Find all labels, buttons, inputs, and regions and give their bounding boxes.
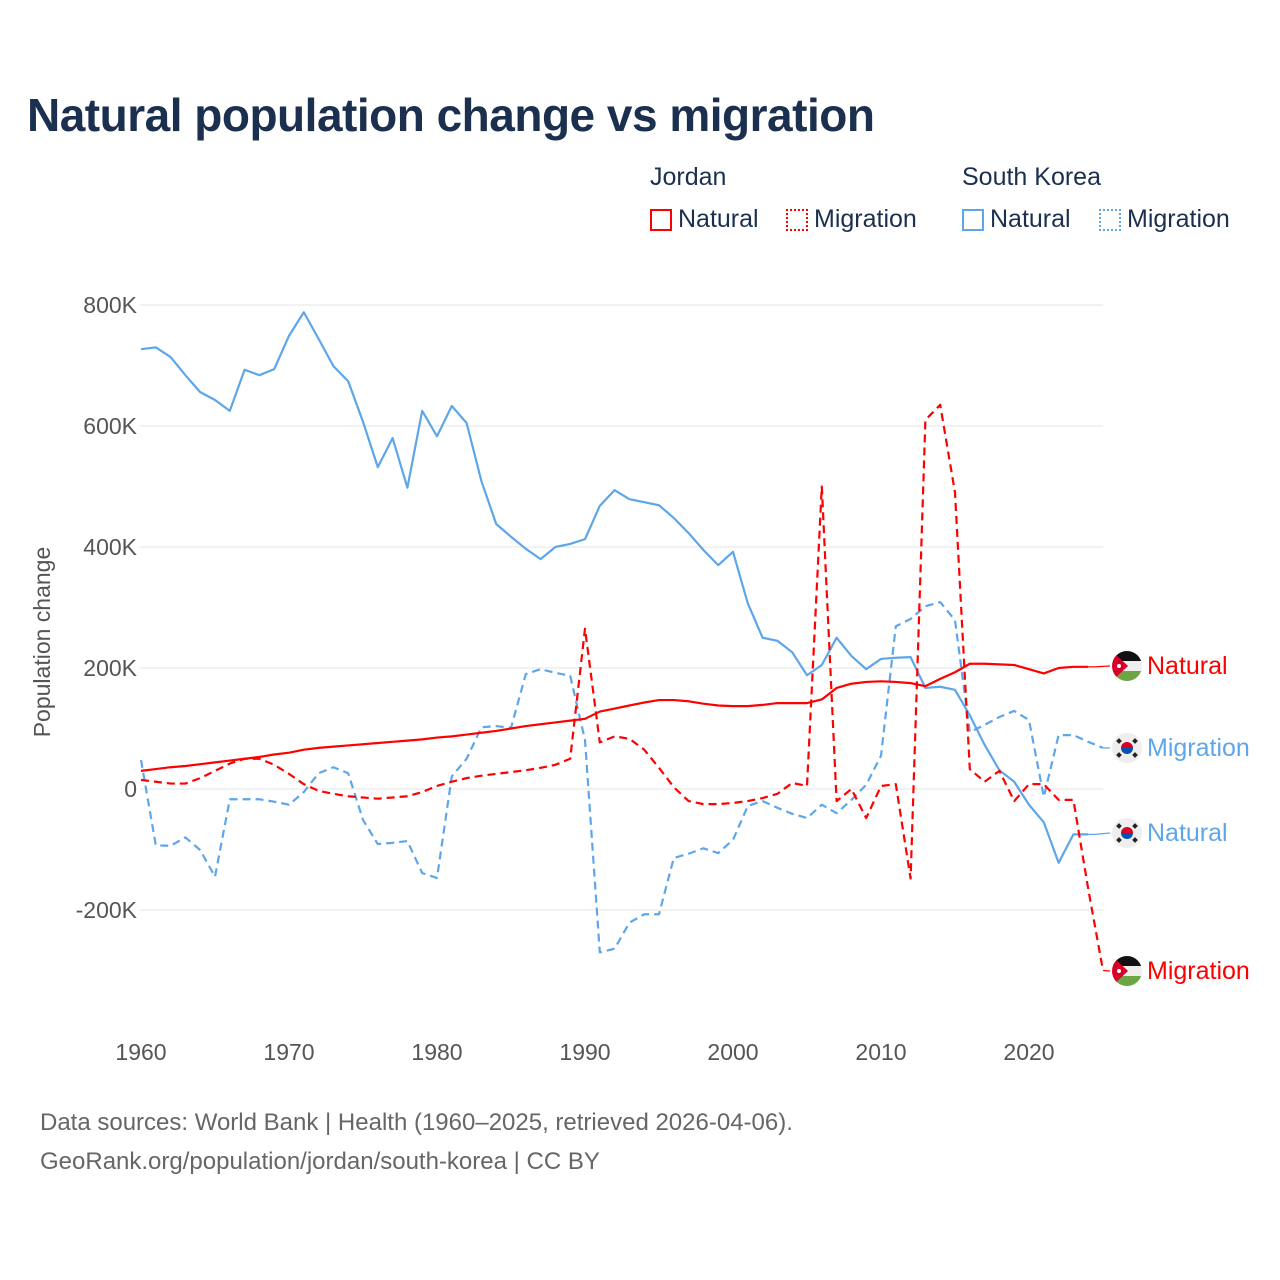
legend-label: Natural [990, 205, 1071, 233]
solid-swatch-icon [962, 208, 984, 231]
y-tick-label: -200K [76, 897, 138, 923]
jordan-flag-icon [1112, 651, 1142, 681]
series-line-jordan-migration [140, 403, 1105, 971]
y-axis-label: Population change [29, 547, 55, 738]
end-label-connector [1088, 832, 1111, 835]
x-tick-label: 1970 [263, 1039, 314, 1065]
source-url[interactable]: GeoRank.org/population/jordan/south-kore… [40, 1148, 600, 1175]
end-label-connector [1088, 665, 1111, 668]
dotted-swatch-icon [1099, 208, 1121, 231]
chart-title: Natural population change vs migration [27, 89, 875, 141]
end-label-connector [1102, 969, 1111, 972]
legend-jordan-migration[interactable]: Migration [786, 205, 917, 234]
jordan-flag-icon [1112, 956, 1142, 986]
series-line-south-korea-migration [139, 600, 1104, 954]
x-tick-label: 1990 [559, 1039, 610, 1065]
legend-label: Migration [814, 205, 917, 233]
x-tick-label: 1960 [115, 1039, 166, 1065]
x-tick-label: 2020 [1003, 1039, 1054, 1065]
legend-jordan-natural[interactable]: Natural [650, 205, 759, 234]
y-tick-label: 800K [83, 292, 137, 318]
series-end-label: Migration [1147, 957, 1250, 985]
source-note: Data sources: World Bank | Health (1960–… [40, 1109, 793, 1136]
series-end-label: Migration [1147, 734, 1250, 762]
solid-swatch-icon [650, 208, 672, 231]
south-korea-flag-icon [1112, 818, 1142, 848]
series-line-south-korea-natural [140, 311, 1089, 864]
y-tick-label: 0 [124, 776, 137, 802]
y-tick-label: 200K [83, 655, 137, 681]
legend-group-jordan: Jordan [650, 163, 727, 191]
legend-label: Migration [1127, 205, 1230, 233]
legend-korea-migration[interactable]: Migration [1099, 205, 1230, 234]
series-end-label: Natural [1147, 652, 1228, 680]
x-tick-label: 2010 [855, 1039, 906, 1065]
legend-group-south-korea: South Korea [962, 163, 1101, 191]
series-end-label: Natural [1147, 819, 1228, 847]
legend-korea-natural[interactable]: Natural [962, 205, 1071, 234]
legend-label: Natural [678, 205, 759, 233]
series-line-jordan-natural [140, 662, 1089, 772]
dotted-swatch-icon [786, 208, 808, 231]
x-tick-label: 2000 [707, 1039, 758, 1065]
y-tick-label: 400K [83, 534, 137, 560]
south-korea-flag-icon [1112, 733, 1142, 763]
x-tick-label: 1980 [411, 1039, 462, 1065]
y-tick-label: 600K [83, 413, 137, 439]
